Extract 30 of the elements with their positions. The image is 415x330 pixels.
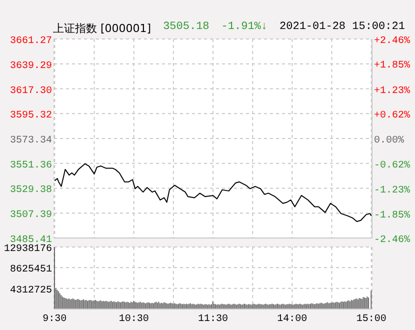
y-tick-label: 3617.30	[10, 86, 52, 97]
x-tick-label: 10:30	[118, 314, 149, 325]
y-tick-label: 3573.34	[10, 136, 52, 146]
y2-tick-label: +1.23%	[374, 86, 410, 97]
y-tick-label: 8625451	[10, 264, 52, 276]
y-tick-label: 3507.39	[10, 210, 52, 222]
text: 2021-01-28 15:00:21	[280, 21, 405, 35]
y-tick-label: 4312725	[10, 285, 52, 296]
y2-tick-label: +1.85%	[374, 60, 410, 72]
text: -1.91%↓	[221, 21, 268, 35]
y2-tick-label: -1.23%	[374, 185, 410, 196]
chart-title: 上证指数 [000001]	[53, 21, 152, 36]
y-tick-label: 3595.32	[10, 110, 52, 122]
x-tick-label: 14:00	[277, 314, 308, 325]
y-tick-label: 3551.36	[10, 160, 52, 172]
y2-tick-label: 0.00%	[374, 136, 404, 146]
y-tick-label: 12938176	[4, 244, 52, 255]
x-tick-label: 15:00	[356, 314, 386, 325]
y-tick-label: 3661.27	[10, 36, 52, 47]
text: 3505.18	[163, 21, 210, 35]
y2-tick-label: +0.62%	[374, 110, 410, 122]
y2-tick-label: +2.46%	[374, 36, 410, 47]
x-tick-label: 9:30	[42, 314, 67, 325]
y2-tick-label: -2.46%	[374, 235, 410, 246]
y-tick-label: 3529.38	[10, 185, 52, 196]
y-tick-label: 3639.29	[10, 60, 52, 72]
y2-tick-label: -0.62%	[374, 160, 410, 172]
y2-tick-label: -1.85%	[374, 210, 410, 222]
line-series	[54, 163, 372, 222]
x-tick-label: 11:30	[198, 314, 228, 325]
